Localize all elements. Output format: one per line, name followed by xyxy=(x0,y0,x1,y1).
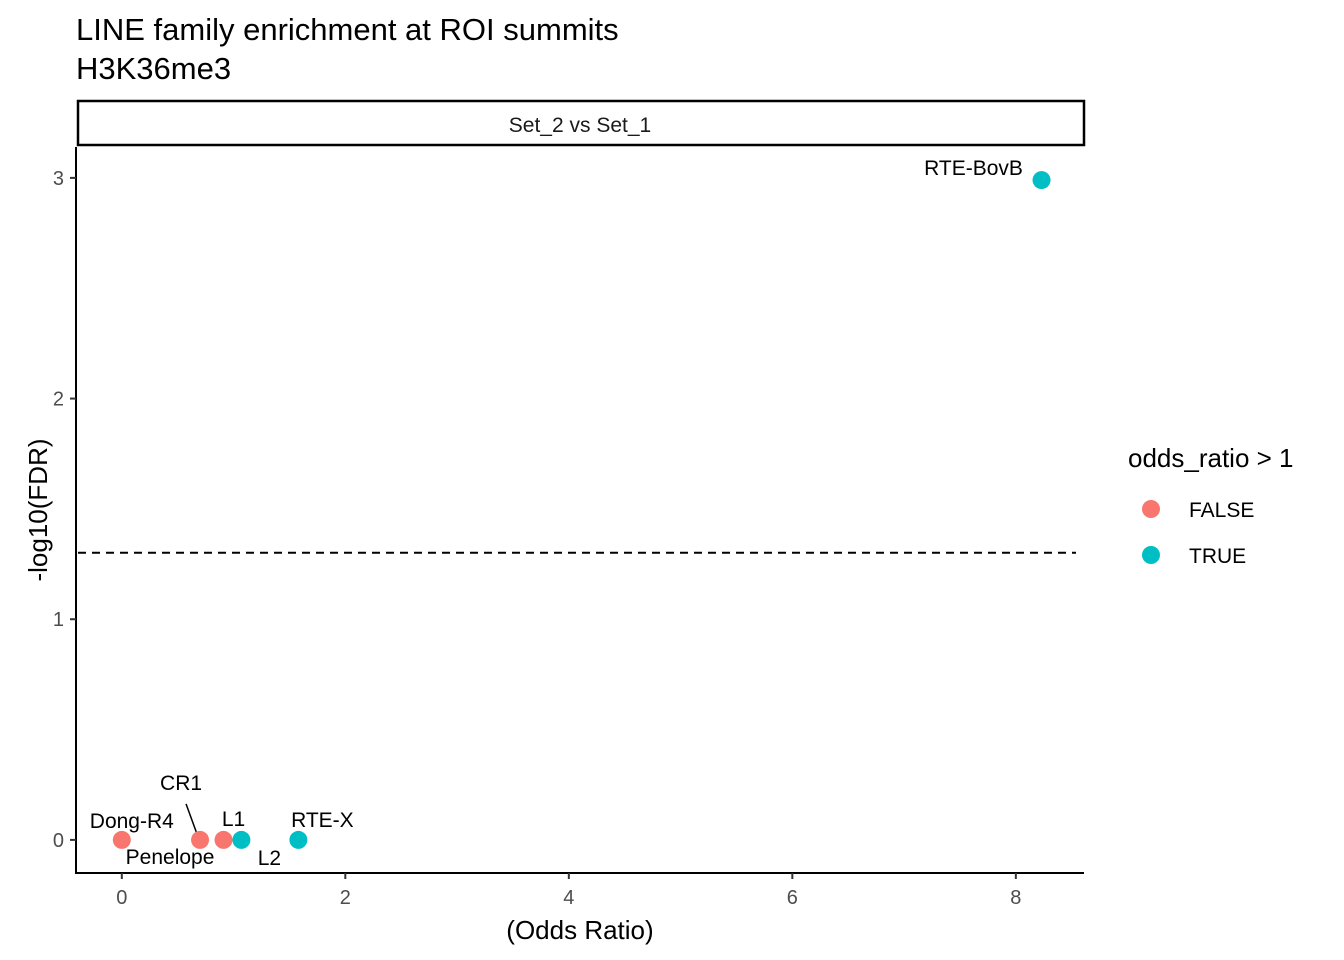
x-tick-label: 8 xyxy=(1010,887,1021,909)
x-axis: 0 2 4 6 8 xyxy=(75,872,1084,909)
legend-label-true: TRUE xyxy=(1189,545,1246,568)
legend: odds_ratio > 1 FALSE TRUE xyxy=(1128,443,1294,568)
leader-cr1 xyxy=(185,803,199,838)
point-rte-bovb xyxy=(1032,171,1051,190)
point-label-rte-bovb: RTE-BovB xyxy=(924,157,1023,180)
facet-label: Set_2 vs Set_1 xyxy=(509,114,651,137)
point-label-dong-r4: Dong-R4 xyxy=(90,810,174,833)
legend-swatch-true xyxy=(1142,546,1160,564)
y-tick-label: 2 xyxy=(53,389,64,411)
y-tick-label: 1 xyxy=(53,609,64,631)
x-axis-title: (Odds Ratio) xyxy=(506,915,653,945)
points xyxy=(112,171,1051,849)
point-l2 xyxy=(232,830,251,849)
y-axis: 0 1 2 3 xyxy=(53,147,77,874)
y-axis-title: -log10(FDR) xyxy=(23,438,53,581)
chart-title: LINE family enrichment at ROI summits xyxy=(76,12,619,47)
point-label-l2: L2 xyxy=(258,847,281,870)
point-labels: Dong-R4 Penelope CR1 L1 L2 RTE-X RTE-BovB xyxy=(90,157,1023,870)
point-rte-x xyxy=(289,830,308,849)
x-tick-label: 2 xyxy=(340,887,351,909)
point-label-rte-x: RTE-X xyxy=(291,809,354,832)
x-tick-label: 4 xyxy=(563,887,574,909)
y-tick-label: 0 xyxy=(53,830,64,852)
legend-label-false: FALSE xyxy=(1189,499,1254,522)
point-dong-r4 xyxy=(112,830,131,849)
legend-title: odds_ratio > 1 xyxy=(1128,443,1294,473)
point-label-l1: L1 xyxy=(222,808,245,831)
point-label-penelope: Penelope xyxy=(126,846,215,869)
point-label-cr1: CR1 xyxy=(160,772,202,795)
legend-swatch-false xyxy=(1142,500,1160,518)
label-leaders xyxy=(185,803,199,838)
point-penelope xyxy=(191,830,210,849)
x-tick-label: 0 xyxy=(116,887,127,909)
x-tick-label: 6 xyxy=(787,887,798,909)
y-tick-label: 3 xyxy=(53,168,64,190)
chart-subtitle: H3K36me3 xyxy=(76,51,231,86)
point-l1 xyxy=(214,830,233,849)
facet-strip xyxy=(76,99,1086,147)
